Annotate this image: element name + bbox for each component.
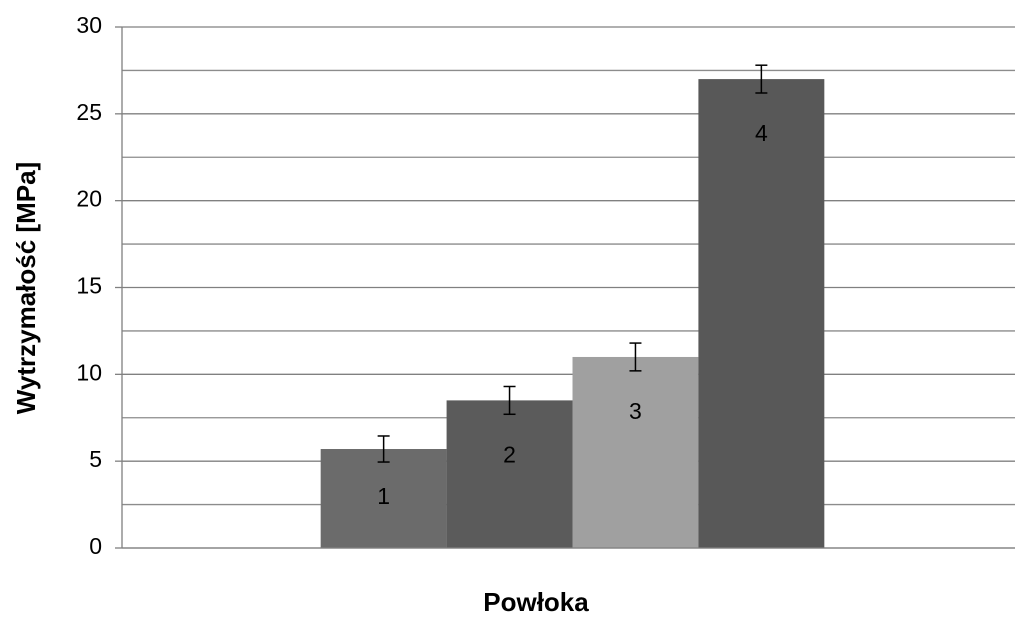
y-tick-label: 10 (76, 359, 102, 385)
y-tick-label: 25 (76, 99, 102, 125)
series-label: 1 (377, 483, 390, 509)
y-tick-label: 5 (89, 446, 102, 472)
series-label: 2 (503, 441, 516, 467)
error-bar (503, 385, 516, 416)
series-label: 3 (629, 398, 642, 424)
bar (446, 400, 573, 548)
y-axis-title: Wytrzymałość [MPa] (11, 162, 41, 414)
bar (320, 449, 447, 548)
bar (698, 79, 825, 548)
error-bar (755, 64, 768, 94)
error-bar (629, 342, 642, 372)
x-axis-title: Powłoka (483, 587, 589, 617)
y-tick-label: 30 (76, 12, 102, 38)
error-bar (377, 435, 390, 463)
y-tick-label: 20 (76, 186, 102, 212)
y-tick-label: 0 (89, 533, 102, 559)
series-label: 4 (755, 120, 768, 146)
bar (572, 356, 699, 548)
y-tick-label: 15 (76, 273, 102, 299)
